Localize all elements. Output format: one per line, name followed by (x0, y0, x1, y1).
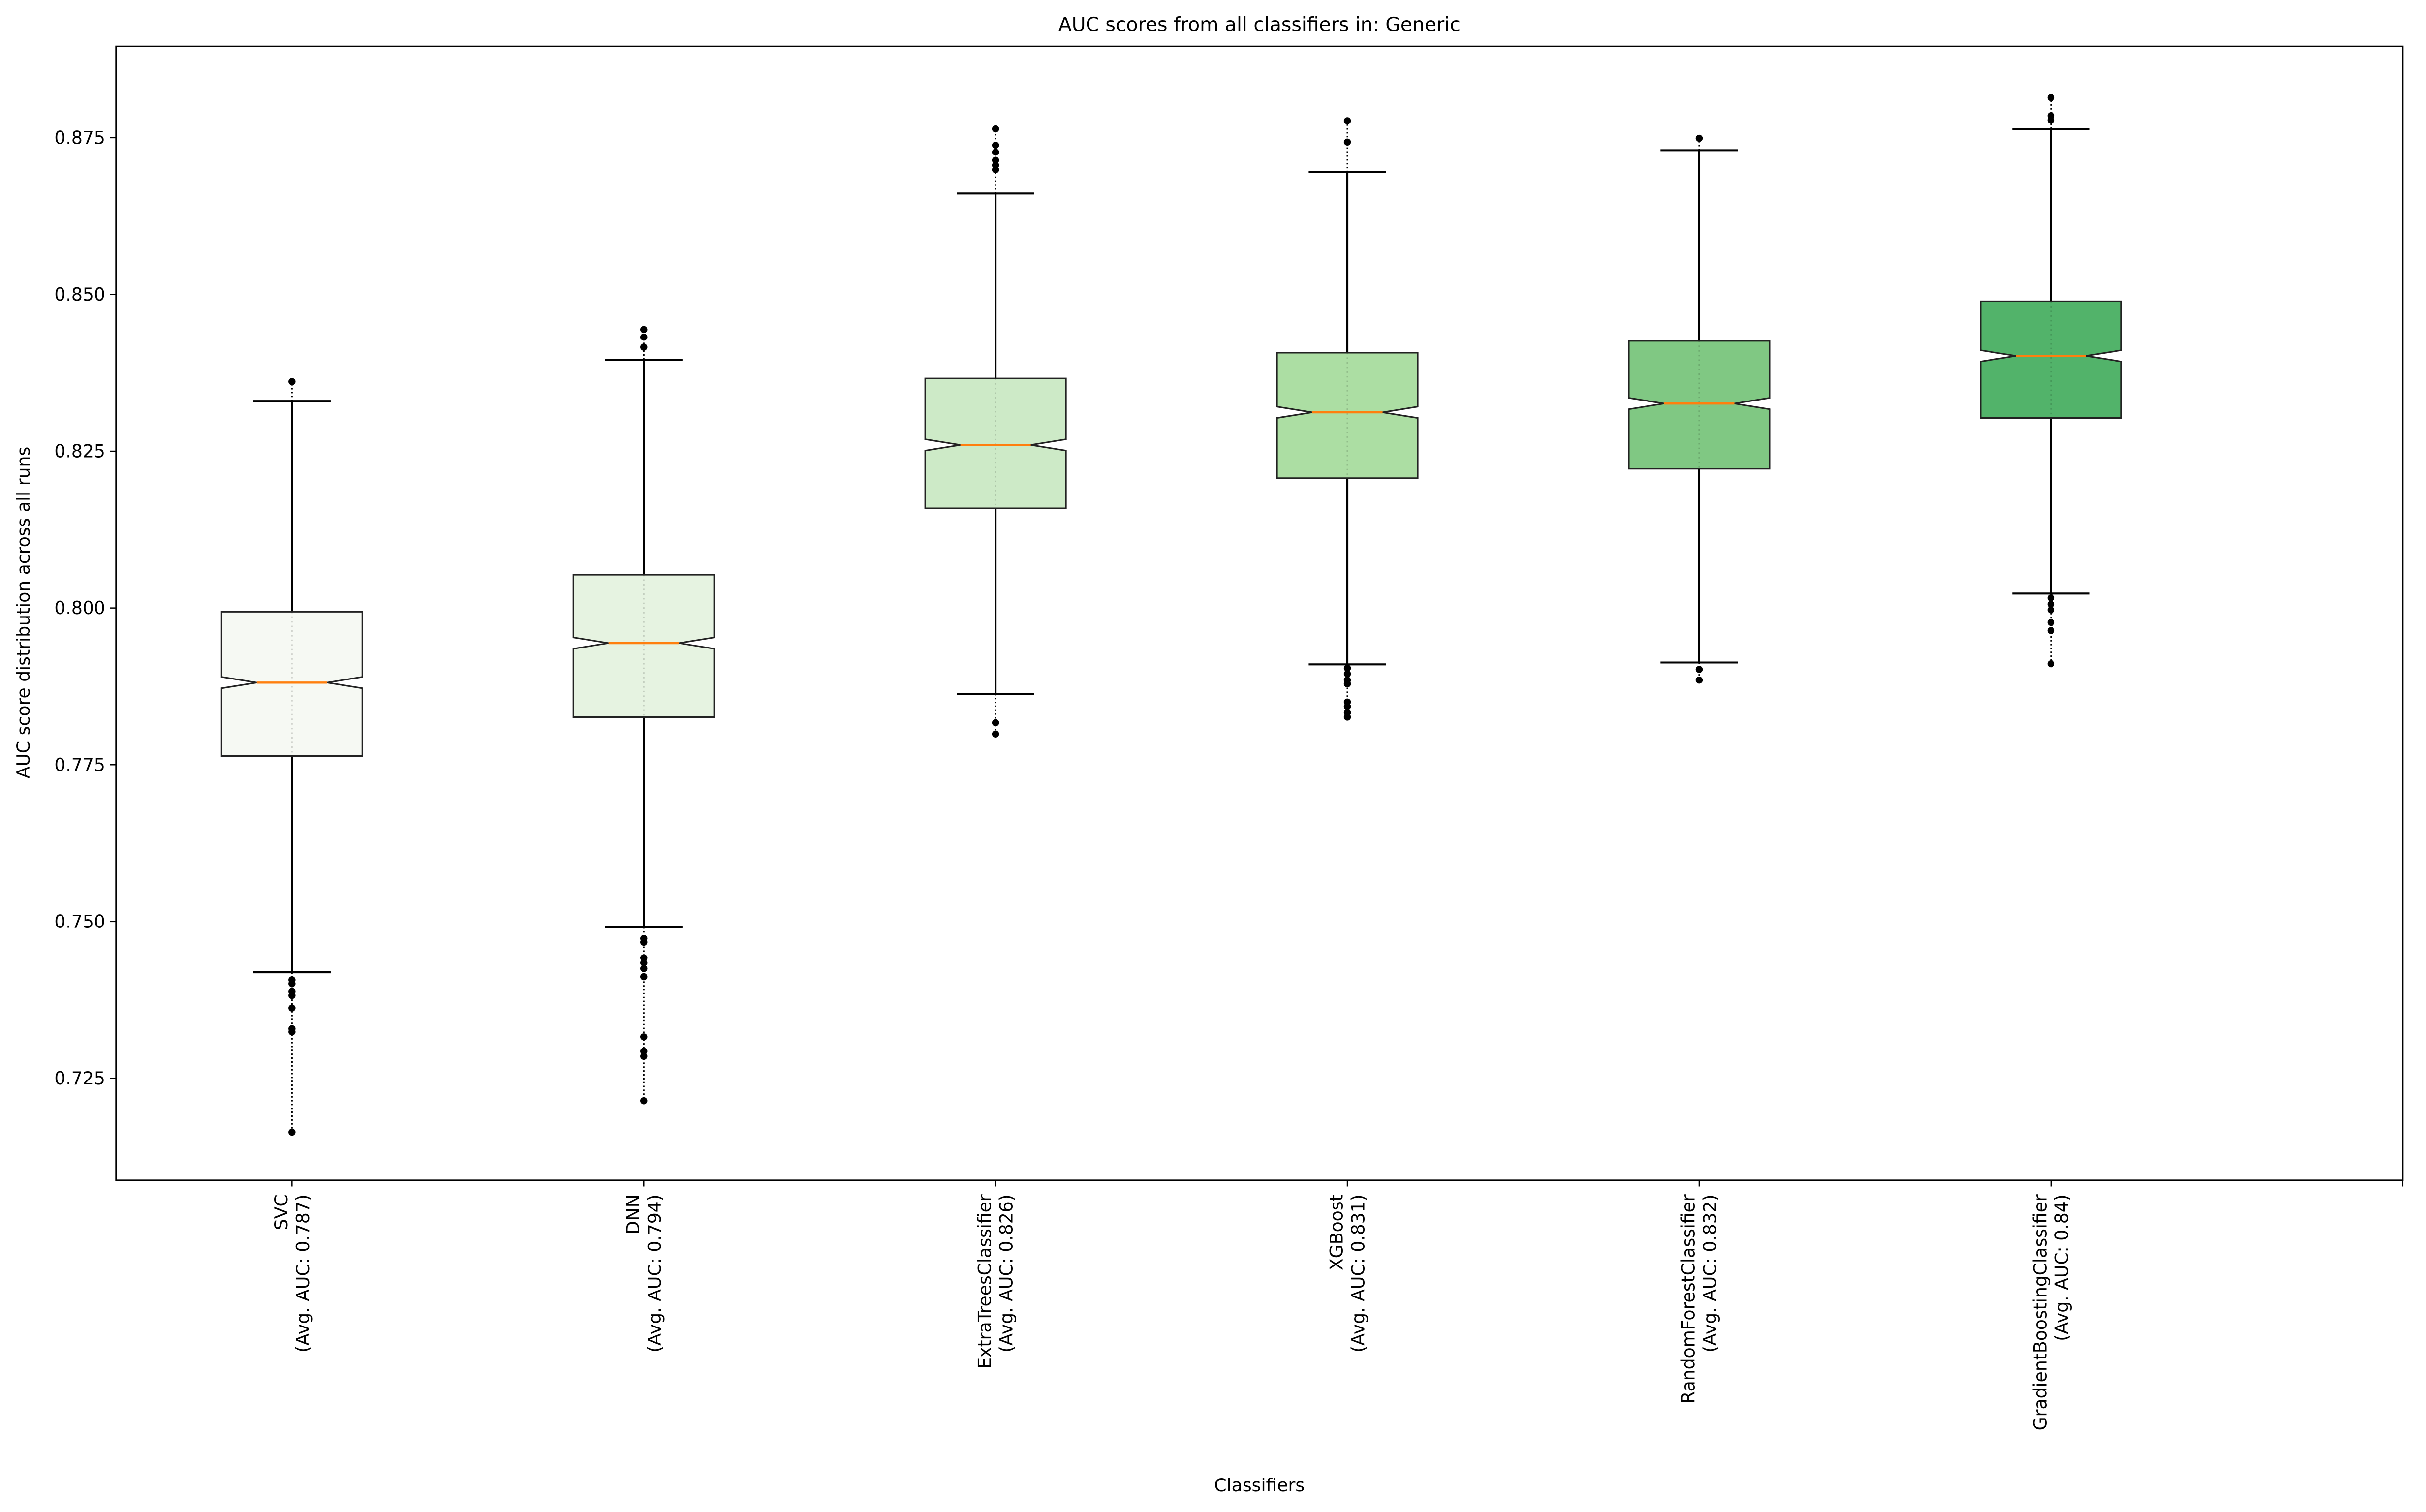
box-group (1628, 134, 1771, 684)
outlier-point (992, 730, 999, 738)
axes-frame (115, 45, 2404, 1181)
outlier-point (640, 965, 648, 972)
box-group (220, 378, 363, 1136)
y-axis-label: AUC score distribution across all runs (13, 447, 34, 779)
outlier-point (288, 1028, 296, 1036)
outlier-point (992, 141, 999, 149)
outlier-point (640, 1033, 648, 1041)
x-tick-label-avg: (Avg. AUC: 0.826) (996, 1194, 1017, 1353)
outlier-point (992, 166, 999, 174)
box-group (1980, 94, 2122, 668)
outlier-point (2047, 660, 2055, 668)
outlier-point (640, 973, 648, 981)
outlier-point (1695, 666, 1703, 673)
y-tick-label: 0.750 (54, 911, 105, 932)
outlier-point (640, 343, 648, 351)
x-tick-label-name: XGBoost (1326, 1194, 1347, 1270)
notched-box (1628, 340, 1771, 470)
x-tick-label-name: GradientBoostingClassifier (2029, 1194, 2051, 1430)
outlier-point (992, 719, 999, 727)
y-tick-label: 0.800 (54, 597, 105, 618)
outlier-point (1343, 670, 1351, 678)
outlier-point (288, 1128, 296, 1136)
outlier-point (288, 378, 296, 385)
outlier-point (640, 326, 648, 334)
x-tick-label-name: ExtraTreesClassifier (974, 1194, 995, 1369)
outlier-point (640, 959, 648, 967)
x-tick-label-name: SVC (271, 1194, 292, 1230)
outlier-point (1343, 713, 1351, 721)
notched-box (1276, 352, 1419, 479)
x-tick-label-avg: (Avg. AUC: 0.787) (292, 1194, 313, 1353)
x-axis-label: Classifiers (1214, 1475, 1305, 1496)
y-tick-label: 0.875 (54, 127, 105, 148)
outlier-point (640, 1048, 648, 1055)
outlier-point (1695, 134, 1703, 142)
outlier-point (1695, 676, 1703, 684)
y-tick-label: 0.825 (54, 441, 105, 462)
x-tick-label-avg: (Avg. AUC: 0.84) (2051, 1194, 2072, 1341)
box-group (924, 125, 1067, 738)
outlier-point (1343, 117, 1351, 124)
outlier-point (1343, 138, 1351, 146)
notched-box (572, 574, 715, 718)
outlier-point (2047, 618, 2055, 626)
outlier-point (992, 148, 999, 156)
plot-area (220, 94, 2122, 1136)
x-tick-label-avg: (Avg. AUC: 0.794) (644, 1194, 665, 1353)
outlier-point (640, 938, 648, 946)
x-tick-label-avg: (Avg. AUC: 0.831) (1348, 1194, 1369, 1353)
outlier-point (2047, 627, 2055, 634)
outlier-point (640, 333, 648, 341)
outlier-point (288, 1004, 296, 1012)
outlier-point (2047, 606, 2055, 614)
y-axis: 0.725 0.750 0.775 0.800 0.825 0.850 0.875 (54, 127, 116, 1089)
notched-box (1980, 300, 2122, 419)
outlier-point (1343, 664, 1351, 672)
outlier-point (288, 980, 296, 987)
outlier-point (2047, 594, 2055, 602)
x-axis: SVC (Avg. AUC: 0.787) DNN (Avg. AUC: 0.794)… (271, 1180, 2404, 1430)
notched-box (220, 611, 363, 757)
outlier-point (2047, 116, 2055, 124)
outlier-point (992, 156, 999, 164)
outlier-point (288, 991, 296, 999)
y-tick-label: 0.850 (54, 284, 105, 305)
box-group (572, 326, 715, 1105)
outlier-point (2047, 600, 2055, 608)
outlier-point (1343, 703, 1351, 710)
notched-box (924, 377, 1067, 509)
y-tick-label: 0.725 (54, 1068, 105, 1089)
x-tick-label-name: RandomForestClassifier (1678, 1194, 1699, 1404)
outlier-point (640, 1052, 648, 1060)
x-tick-label-avg: (Avg. AUC: 0.832) (1700, 1194, 1721, 1353)
outlier-point (2047, 94, 2055, 101)
y-tick-label: 0.775 (54, 754, 105, 775)
box-group (1276, 117, 1419, 721)
outlier-point (640, 1097, 648, 1105)
outlier-point (992, 125, 999, 133)
chart-title: AUC scores from all classifiers in: Gene… (1058, 14, 1461, 36)
outlier-point (640, 954, 648, 961)
x-tick-label-name: DNN (622, 1194, 644, 1234)
outlier-point (1343, 680, 1351, 688)
